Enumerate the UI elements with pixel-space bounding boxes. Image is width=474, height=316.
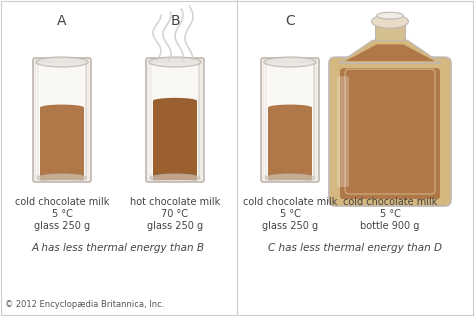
Text: hot chocolate milk: hot chocolate milk	[130, 197, 220, 207]
Text: 5 °C: 5 °C	[52, 209, 73, 219]
FancyBboxPatch shape	[329, 57, 451, 206]
FancyBboxPatch shape	[151, 62, 199, 179]
Text: A: A	[57, 14, 67, 28]
Bar	[264, 65, 267, 175]
Text: C has less thermal energy than D: C has less thermal energy than D	[268, 243, 442, 253]
Text: 5 °C: 5 °C	[380, 209, 401, 219]
FancyBboxPatch shape	[337, 76, 349, 187]
Ellipse shape	[36, 57, 88, 67]
Text: A has less thermal energy than B: A has less thermal energy than B	[31, 243, 204, 253]
Text: glass 250 g: glass 250 g	[34, 221, 90, 231]
Bar	[153, 101, 197, 180]
Polygon shape	[345, 45, 435, 61]
Ellipse shape	[40, 105, 84, 111]
FancyBboxPatch shape	[33, 58, 91, 182]
Text: glass 250 g: glass 250 g	[262, 221, 318, 231]
Bar	[374, 21, 405, 40]
Text: 5 °C: 5 °C	[280, 209, 301, 219]
Ellipse shape	[150, 174, 200, 182]
Text: C: C	[285, 14, 295, 28]
Ellipse shape	[149, 57, 201, 67]
Polygon shape	[339, 40, 441, 63]
Ellipse shape	[264, 57, 316, 67]
FancyBboxPatch shape	[146, 58, 204, 182]
Bar	[268, 107, 312, 180]
Ellipse shape	[372, 15, 409, 28]
Text: © 2012 Encyclopædia Britannica, Inc.: © 2012 Encyclopædia Britannica, Inc.	[5, 300, 164, 309]
Bar	[40, 107, 84, 180]
FancyBboxPatch shape	[340, 68, 440, 199]
Text: B: B	[170, 14, 180, 28]
Text: bottle 900 g: bottle 900 g	[360, 221, 419, 231]
Text: 70 °C: 70 °C	[162, 209, 189, 219]
Text: D: D	[384, 14, 395, 28]
Bar	[36, 65, 39, 175]
Ellipse shape	[265, 174, 315, 182]
Ellipse shape	[153, 98, 197, 104]
Ellipse shape	[37, 174, 87, 182]
FancyBboxPatch shape	[38, 62, 86, 179]
Ellipse shape	[377, 12, 403, 19]
Bar	[149, 65, 152, 175]
FancyBboxPatch shape	[266, 62, 314, 179]
Text: cold chocolate milk: cold chocolate milk	[15, 197, 109, 207]
Text: cold chocolate milk: cold chocolate milk	[343, 197, 437, 207]
Ellipse shape	[268, 105, 312, 111]
Text: glass 250 g: glass 250 g	[147, 221, 203, 231]
FancyBboxPatch shape	[261, 58, 319, 182]
Text: cold chocolate milk: cold chocolate milk	[243, 197, 337, 207]
